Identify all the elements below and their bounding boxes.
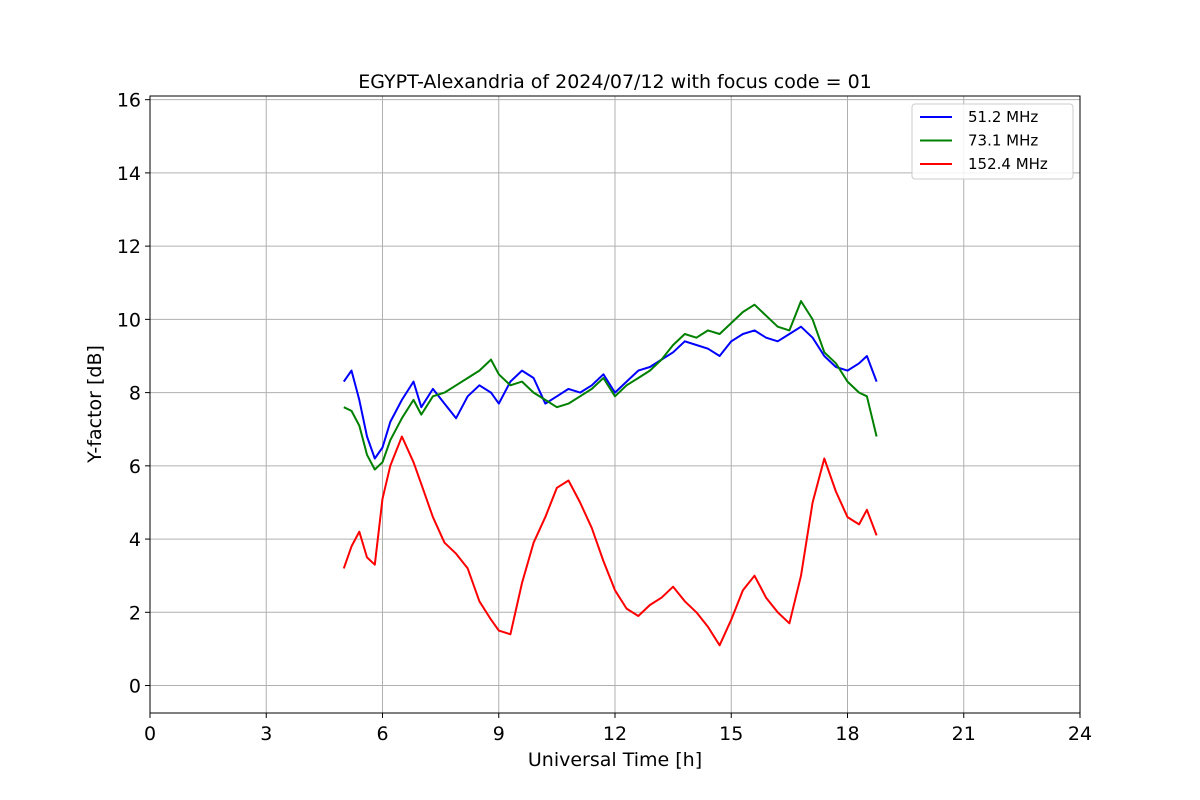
y-tick-label: 2	[129, 602, 141, 624]
chart-title: EGYPT-Alexandria of 2024/07/12 with focu…	[358, 71, 872, 93]
legend-label: 152.4 MHz	[968, 155, 1048, 173]
legend-label: 51.2 MHz	[968, 108, 1038, 126]
series-line-1	[343, 300, 878, 471]
y-tick-label: 8	[129, 383, 141, 405]
plot-area	[342, 300, 878, 647]
x-tick-label: 21	[952, 723, 976, 745]
y-axis-label: Y-factor [dB]	[84, 345, 106, 464]
x-tick-label: 24	[1068, 723, 1092, 745]
y-tick-label: 6	[129, 456, 141, 478]
series-line-0	[342, 325, 878, 460]
y-tick-label: 10	[117, 309, 141, 331]
x-tick-label: 18	[835, 723, 859, 745]
x-tick-label: 15	[719, 723, 743, 745]
x-tick-label: 6	[376, 723, 388, 745]
y-axis: 0 2 4 6 8 10 12 14 16	[117, 90, 150, 698]
y-tick-label: 0	[129, 676, 141, 698]
y-tick-label: 12	[117, 236, 141, 258]
x-tick-label: 9	[493, 723, 505, 745]
x-tick-label: 3	[260, 723, 272, 745]
legend: 51.2 MHz 73.1 MHz 152.4 MHz	[911, 103, 1074, 180]
x-axis-label: Universal Time [h]	[528, 749, 702, 771]
series-line-2	[342, 435, 878, 647]
y-tick-label: 4	[129, 529, 141, 551]
y-tick-label: 16	[117, 90, 141, 112]
x-axis: 0 3 6 9 12 15 18 21 24	[144, 713, 1092, 745]
x-tick-label: 0	[144, 723, 156, 745]
y-tick-label: 14	[117, 163, 141, 185]
legend-box	[911, 103, 1074, 180]
x-tick-label: 12	[603, 723, 627, 745]
legend-label: 73.1 MHz	[968, 132, 1038, 150]
